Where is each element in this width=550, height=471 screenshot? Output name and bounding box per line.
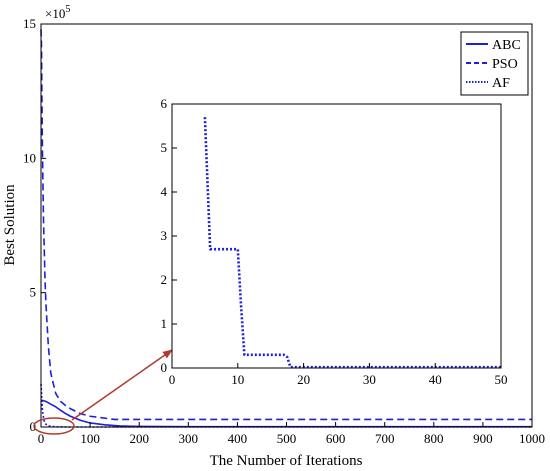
inset-y-tick-label: 6 [161,96,168,111]
inset-y-ticks: 0 1 2 3 4 5 6 [161,96,177,375]
main-y-tick-label: 15 [23,16,36,31]
main-y-tick-label: 5 [30,285,37,300]
main-x-tick-label: 0 [38,431,45,446]
main-x-tick-label: 600 [326,431,346,446]
main-y-tick-label: 10 [23,150,36,165]
y-axis-label: Best Solution [2,184,18,266]
main-chart: 0 100 200 300 400 500 600 700 800 900 1000 051015 … [2,4,545,469]
main-x-ticks: 0 100 200 300 400 500 600 700 800 900 1000 [38,422,545,446]
inset-chart: 0 10 20 30 40 50 0 1 2 3 4 5 6 [161,96,508,387]
inset-x-tick-label: 0 [169,372,176,387]
main-x-tick-label: 900 [473,431,493,446]
inset-y-tick-label: 1 [161,316,168,331]
main-x-tick-label: 500 [277,431,297,446]
main-x-tick-label: 300 [179,431,199,446]
legend-label-pso: PSO [492,57,518,72]
main-x-tick-label: 200 [129,431,149,446]
legend-label-abc: ABC [492,38,521,53]
main-x-tick-label: 1000 [519,431,545,446]
legend-box [460,31,529,96]
x-axis-label: The Number of Iterations [210,453,363,469]
legend: ABC PSO AF [460,31,529,96]
main-series-pso [40,29,532,421]
inset-x-tick-label: 10 [231,372,244,387]
y-multiplier-exp: 5 [65,4,70,15]
inset-x-tick-label: 30 [363,372,376,387]
inset-series-af [203,117,501,369]
inset-y-tick-label: 2 [161,272,168,287]
legend-label-af: AF [492,76,510,91]
inset-x-tick-label: 50 [495,372,508,387]
y-multiplier: ×105 [45,4,70,21]
inset-x-ticks: 0 10 20 30 40 50 [169,363,508,387]
inset-background [172,104,501,368]
main-x-tick-label: 400 [228,431,248,446]
main-x-tick-label: 800 [424,431,444,446]
inset-x-tick-label: 20 [297,372,310,387]
main-y-tick-label: 0 [30,419,37,434]
inset-y-tick-label: 0 [161,360,168,375]
inset-y-tick-label: 5 [161,140,168,155]
main-y-ticks: 0 5 10 15 [23,16,46,434]
y-multiplier-base: ×10 [45,6,65,21]
inset-y-tick-label: 4 [161,184,168,199]
inset-series-group [203,117,501,369]
main-x-tick-label: 700 [375,431,395,446]
inset-y-tick-label: 3 [161,228,168,243]
zoom-arrow [71,349,173,421]
main-x-tick-label: 100 [80,431,100,446]
inset-x-tick-label: 40 [429,372,442,387]
zoom-ellipse [33,417,75,435]
